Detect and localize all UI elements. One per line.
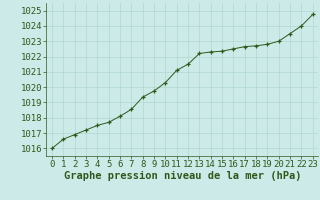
X-axis label: Graphe pression niveau de la mer (hPa): Graphe pression niveau de la mer (hPa) <box>64 171 301 181</box>
